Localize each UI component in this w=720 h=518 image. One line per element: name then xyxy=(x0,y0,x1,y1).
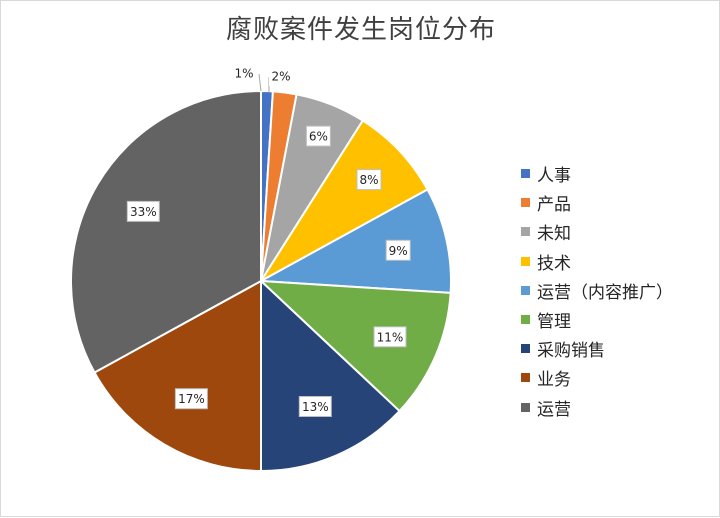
legend-item: 产品 xyxy=(521,188,673,217)
legend-swatch xyxy=(521,285,530,295)
data-label-box xyxy=(305,125,331,147)
legend-swatch xyxy=(521,198,530,208)
data-label-box xyxy=(298,396,332,417)
legend-item: 运营（内容推广） xyxy=(521,276,673,305)
data-label-box xyxy=(174,388,208,410)
legend-item: 运营 xyxy=(521,393,673,422)
pie-slice xyxy=(93,279,262,473)
legend-item: 未知 xyxy=(521,217,673,246)
legend-label: 人事 xyxy=(537,166,571,187)
data-label: 9% xyxy=(389,244,408,258)
data-label: 8% xyxy=(359,173,378,187)
pie-slice xyxy=(70,89,262,374)
legend-swatch xyxy=(521,256,530,266)
data-label: 1% xyxy=(234,67,253,81)
legend-item: 业务 xyxy=(521,363,673,392)
pie-slice xyxy=(257,188,453,294)
legend-label: 采购销售 xyxy=(537,341,605,362)
data-label: 17% xyxy=(178,392,205,406)
legend-item: 采购销售 xyxy=(521,334,673,363)
data-label-box xyxy=(232,63,256,83)
legend-label: 技术 xyxy=(537,253,571,274)
data-label: 6% xyxy=(309,130,328,144)
legend-swatch xyxy=(521,344,530,354)
legend-swatch xyxy=(521,227,530,237)
pie-slices xyxy=(70,89,453,473)
data-labels: 1% 2% 6% 8% 9% 11% 13% 17% 33% xyxy=(126,63,411,417)
legend-label: 运营 xyxy=(537,399,571,420)
data-label: 13% xyxy=(302,400,329,414)
data-label-box xyxy=(356,169,382,191)
pie-slice xyxy=(260,278,401,473)
legend-label: 业务 xyxy=(537,370,571,391)
legend-label: 管理 xyxy=(537,312,571,333)
legend-item: 管理 xyxy=(521,305,673,334)
pie-slice xyxy=(258,279,452,413)
data-label: 2% xyxy=(271,70,290,84)
data-label-box xyxy=(269,66,293,86)
legend-item: 人事 xyxy=(521,159,673,188)
data-label-box xyxy=(385,239,411,261)
data-label-box xyxy=(126,200,160,222)
pie-slice xyxy=(260,119,429,282)
legend-swatch xyxy=(521,402,530,412)
data-label: 11% xyxy=(377,330,404,344)
legend-label: 产品 xyxy=(537,195,571,216)
legend-label: 未知 xyxy=(537,224,571,245)
legend-swatch xyxy=(521,315,530,325)
legend: 人事产品未知技术运营（内容推广） 管理采购销售业务运营 xyxy=(521,159,673,422)
legend-swatch xyxy=(521,169,530,179)
data-label-box xyxy=(373,326,407,348)
legend-item: 技术 xyxy=(521,247,673,276)
chart-title: 腐败案件发生岗位分布 xyxy=(225,15,496,45)
data-label: 33% xyxy=(130,205,157,219)
leader-line xyxy=(258,73,262,92)
legend-swatch xyxy=(521,373,530,383)
legend-label: 运营（内容推广） xyxy=(537,282,673,303)
